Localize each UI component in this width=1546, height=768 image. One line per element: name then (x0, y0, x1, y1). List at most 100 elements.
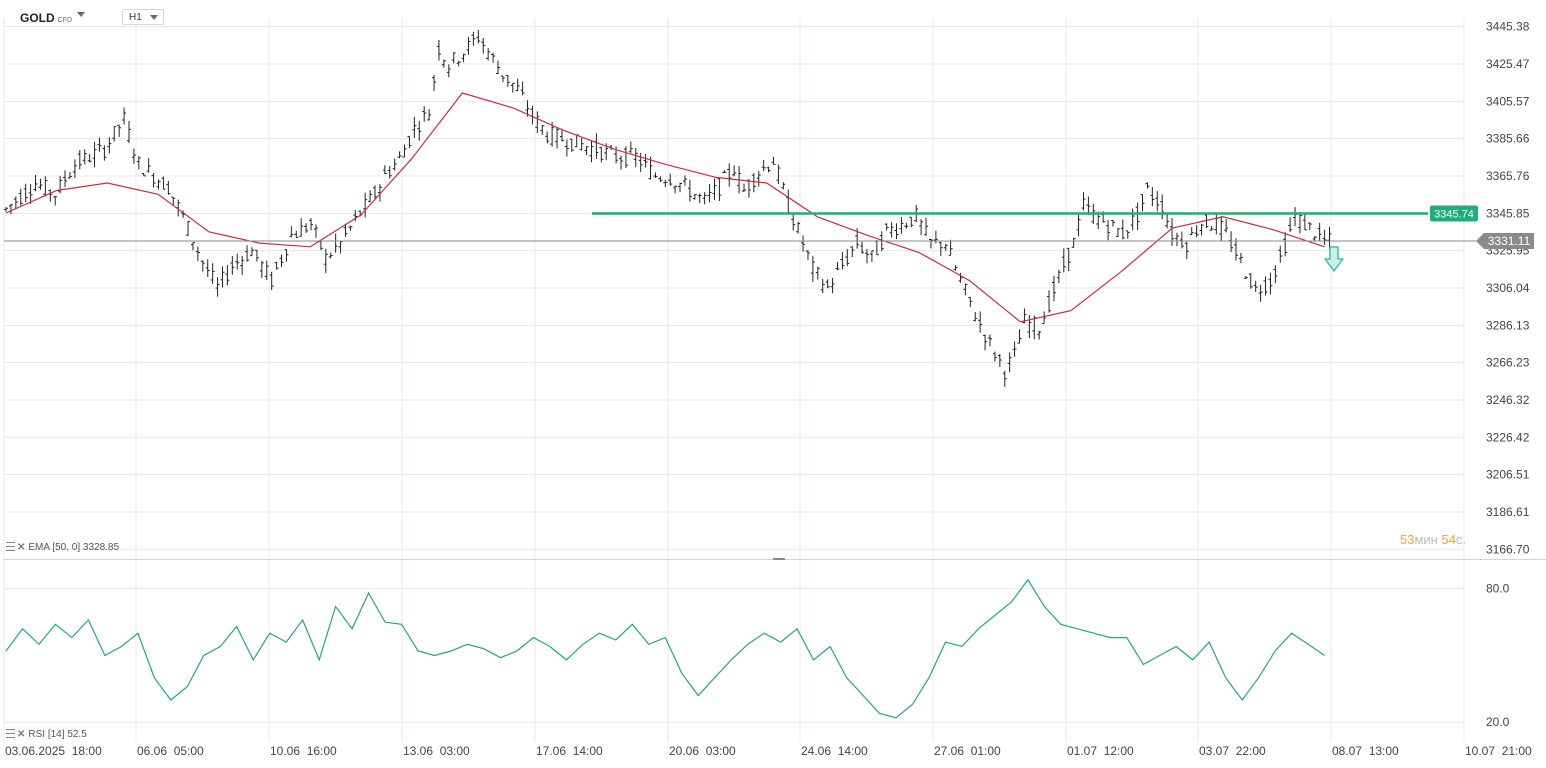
ohlc-bar (1322, 229, 1327, 246)
ohlc-bar (87, 153, 92, 163)
ohlc-bar (928, 238, 933, 249)
ohlc-bar (943, 243, 948, 251)
ohlc-bar (269, 271, 274, 290)
settings-icon[interactable] (6, 729, 15, 738)
chevron-down-icon (150, 15, 158, 20)
ohlc-bar (363, 192, 368, 218)
current-price-tag-bg (1476, 232, 1534, 249)
ohlc-bar (1302, 213, 1307, 231)
ohlc-bar (382, 165, 387, 175)
ohlc-bar (983, 334, 988, 351)
y-tick-label: 3385.66 (1486, 132, 1530, 146)
rsi-value: 52.5 (67, 729, 87, 740)
ohlc-bar (38, 178, 43, 190)
ohlc-bar (545, 131, 550, 144)
y-tick-label: 3445.38 (1486, 20, 1530, 34)
resistance-price-tag: 3345.74 (1430, 205, 1478, 222)
ohlc-bar (486, 47, 491, 61)
ohlc-bar (313, 224, 318, 238)
rsi-y-tick-label: 80.0 (1486, 582, 1510, 596)
ohlc-bar (574, 134, 579, 148)
ohlc-bar (559, 128, 564, 142)
ema-indicator-label[interactable]: ✕ EMA [50, 0] 3328.85 (6, 542, 119, 553)
ohlc-bar (840, 252, 845, 270)
ohlc-bar (1307, 222, 1312, 231)
ohlc-bar (417, 120, 422, 141)
ohlc-bar (186, 220, 191, 236)
ohlc-bar (436, 40, 441, 61)
current-price-tag: 3331.11 (1476, 232, 1534, 249)
candle-countdown: 53мин 54с. (1400, 532, 1466, 547)
ohlc-bar (102, 145, 107, 161)
ohlc-bar (810, 256, 815, 283)
ohlc-bar (4, 207, 8, 212)
ohlc-bar (1012, 341, 1017, 357)
rsi-indicator-label[interactable]: ✕ RSI [14] 52.5 (6, 729, 87, 740)
ohlc-bar (1273, 265, 1278, 284)
ohlc-bar (225, 264, 230, 286)
timeframe-dropdown[interactable]: H1 (122, 9, 164, 25)
ohlc-bar (333, 233, 338, 253)
close-icon[interactable]: ✕ (17, 729, 26, 740)
ohlc-bar (1174, 232, 1179, 247)
ohlc-bar (973, 311, 978, 322)
ohlc-bar (500, 75, 505, 83)
symbol-selector[interactable]: GOLD CFD (20, 11, 72, 25)
x-tick-label: 17.06 14:00 (536, 744, 603, 758)
ohlc-bar (835, 261, 840, 271)
ohlc-bar (77, 149, 82, 170)
ohlc-bar (1027, 315, 1032, 339)
ohlc-bar (1051, 275, 1056, 302)
ohlc-bar (451, 52, 456, 64)
ohlc-bar (845, 249, 850, 267)
ohlc-bar (1238, 252, 1243, 264)
ohlc-bar (874, 240, 879, 256)
ohlc-bar (569, 138, 574, 152)
ohlc-bar (368, 190, 373, 203)
ohlc-bar (1120, 219, 1125, 240)
ohlc-bar (496, 60, 500, 75)
ohlc-bar (289, 226, 294, 238)
rsi-params: [14] (47, 729, 65, 740)
ohlc-bar (200, 260, 205, 272)
ohlc-bar (274, 261, 279, 270)
ohlc-bar (594, 133, 599, 159)
ohlc-bar (623, 146, 628, 169)
chevron-down-icon[interactable] (77, 12, 85, 17)
ohlc-bar (727, 163, 732, 187)
countdown-seconds: 54 (1441, 532, 1456, 547)
settings-icon[interactable] (6, 542, 15, 551)
ohlc-bar (476, 30, 481, 44)
grid-layer (3, 18, 1546, 742)
x-tick-label: 03.07 22:00 (1199, 744, 1266, 758)
ohlc-bar (48, 189, 53, 202)
ohlc-bar (805, 250, 810, 260)
ohlc-bar (210, 263, 215, 284)
x-tick-label: 10.07 21:00 (1465, 744, 1532, 758)
ohlc-bar (43, 176, 48, 197)
ohlc-bar (904, 222, 909, 229)
ohlc-bar (919, 219, 924, 236)
ohlc-bar (869, 250, 874, 262)
ohlc-bar (240, 255, 245, 275)
ohlc-bar (815, 266, 820, 280)
ohlc-bar (658, 176, 663, 182)
y-tick-label: 3206.51 (1486, 468, 1530, 482)
ohlc-bar (555, 127, 560, 149)
ohlc-bar (953, 265, 958, 271)
ohlc-bar (1150, 187, 1155, 207)
ohlc-bar (776, 164, 781, 184)
ohlc-bar (131, 148, 136, 164)
x-tick-label: 01.07 12:00 (1067, 744, 1134, 758)
close-icon[interactable]: ✕ (17, 542, 26, 553)
ohlc-bar (1293, 207, 1298, 227)
ohlc-bar (1199, 223, 1204, 236)
ohlc-bar (1170, 218, 1175, 246)
ohlc-bar (1130, 208, 1135, 231)
ohlc-bar (938, 241, 943, 256)
ohlc-bar (771, 156, 776, 165)
y-tick-label: 3246.32 (1486, 393, 1530, 407)
price-pane (4, 30, 1478, 387)
